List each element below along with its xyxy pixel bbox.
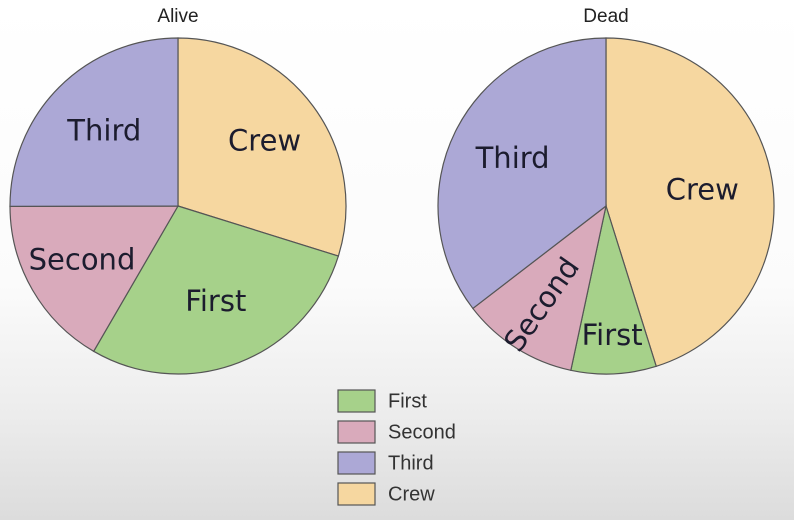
legend-swatch-third	[337, 451, 376, 475]
pie-alive-slice-third	[9, 37, 179, 207]
pie-alive-label-third: Third	[66, 113, 141, 147]
legend: First Second Third Crew	[337, 389, 456, 506]
pie-dead-slice-crew	[605, 37, 775, 368]
pie-dead-slice-third	[437, 37, 607, 310]
pie-alive-label-second: Second	[29, 242, 136, 276]
pie-alive-title: Alive	[157, 6, 198, 27]
legend-label-crew: Crew	[388, 483, 435, 505]
pie-alive-slice-first	[92, 205, 340, 375]
pie-dead-label-crew: Crew	[666, 172, 739, 206]
pie-alive: Alive Crew First Second Third	[9, 6, 347, 375]
pie-alive-slice-crew	[177, 37, 347, 257]
pie-alive-label-crew: Crew	[228, 123, 301, 157]
legend-label-first: First	[388, 390, 427, 412]
legend-label-second: Second	[388, 421, 456, 443]
legend-swatch-crew	[337, 482, 376, 506]
legend-swatch-second	[337, 420, 376, 444]
pie-dead-slice-second	[471, 204, 607, 371]
pie-dead-label-first: First	[582, 318, 643, 352]
pie-dead-title: Dead	[583, 6, 628, 27]
pie-alive-label-first: First	[185, 284, 246, 318]
pie-alive-slice-second	[9, 205, 180, 353]
pie-dead-slice-first	[570, 203, 657, 375]
legend-swatch-first	[337, 389, 376, 413]
legend-label-third: Third	[388, 452, 434, 474]
pie-dead-label-third: Third	[475, 141, 550, 175]
